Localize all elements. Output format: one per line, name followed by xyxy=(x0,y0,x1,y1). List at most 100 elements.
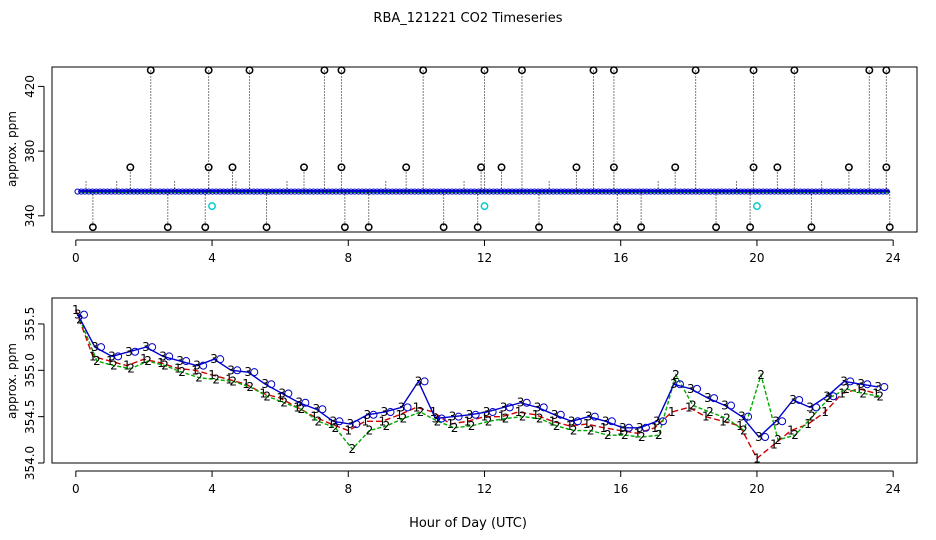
top-data-point xyxy=(111,188,119,195)
bottom-series-2-point: 2 xyxy=(332,421,340,435)
top-x-tick-label: 24 xyxy=(886,251,901,265)
top-data-point xyxy=(381,188,388,195)
bottom-series-3-point: 3 xyxy=(449,410,457,424)
top-data-point xyxy=(164,188,171,195)
bottom-series-3-point: 3 xyxy=(687,382,695,396)
bottom-series-1-point: 1 xyxy=(787,424,795,438)
top-y-tick-label: 380 xyxy=(23,140,37,163)
top-outlier-high-point xyxy=(518,66,526,75)
top-outlier-high-point xyxy=(790,66,799,75)
top-data-point xyxy=(160,188,167,195)
bottom-series-3-marker xyxy=(148,343,157,352)
top-data-point xyxy=(711,188,718,195)
bottom-series-2-point: 2 xyxy=(502,412,510,426)
bottom-series-3-marker xyxy=(97,343,106,352)
top-outlier-high-point xyxy=(146,66,155,75)
top-data-point xyxy=(280,188,287,195)
top-data-point xyxy=(434,188,441,195)
bottom-series-1-point: 1 xyxy=(396,408,404,422)
bottom-series-1-point: 1 xyxy=(872,386,880,400)
top-data-point xyxy=(220,188,227,195)
bottom-y-tick-label: 354.0 xyxy=(23,446,37,480)
top-data-point xyxy=(168,188,175,195)
top-data-point xyxy=(673,188,681,195)
bottom-series-3-point: 3 xyxy=(874,380,882,394)
top-data-point xyxy=(93,188,100,195)
top-x-tick-label: 8 xyxy=(344,251,352,265)
bottom-series-3-point: 3 xyxy=(210,352,218,366)
bottom-series-3-marker xyxy=(165,352,174,361)
bottom-series-2-point: 2 xyxy=(876,389,884,403)
top-data-point xyxy=(325,188,332,195)
bottom-series-3-marker xyxy=(318,405,327,414)
top-data-point xyxy=(632,188,639,195)
bottom-series-1-point: 1 xyxy=(174,361,182,375)
top-data-point xyxy=(602,188,609,195)
bottom-series-1-point: 1 xyxy=(413,400,421,414)
top-data-point xyxy=(846,188,853,195)
bottom-series-1-point: 1 xyxy=(327,417,335,431)
top-data-point xyxy=(625,188,632,195)
bottom-series-2-point: 2 xyxy=(774,433,782,447)
top-data-point xyxy=(486,188,493,195)
top-outlier-high-point xyxy=(691,66,700,75)
top-outlier-mid-point xyxy=(204,163,213,172)
bottom-series-1-point: 1 xyxy=(838,386,846,400)
bottom-series-3-marker xyxy=(590,412,599,421)
top-data-point xyxy=(89,188,96,195)
bottom-series-3-marker xyxy=(216,355,225,364)
bottom-series-2-point: 2 xyxy=(570,424,578,438)
bottom-panel: approx. ppm 0 4 8 12 16 20 24354.0354.5355.035… xyxy=(5,297,918,496)
top-data-point xyxy=(261,188,268,195)
top-data-point xyxy=(119,188,126,195)
bottom-series-1-point: 1 xyxy=(140,352,148,366)
bottom-series-3-point: 3 xyxy=(176,354,184,368)
bottom-series-3-point: 3 xyxy=(227,363,235,377)
bottom-series-3-point: 3 xyxy=(755,430,763,444)
bottom-series-1-point: 1 xyxy=(753,451,761,465)
top-data-point xyxy=(557,188,564,195)
top-data-point xyxy=(81,188,89,195)
bottom-series-3-point: 3 xyxy=(398,400,406,414)
bottom-y-tick-label: 355.0 xyxy=(23,353,37,387)
top-data-point xyxy=(141,188,149,195)
top-data-point xyxy=(606,188,613,195)
bottom-series-3-marker xyxy=(744,412,753,421)
top-outlier-low-point xyxy=(163,223,172,232)
bottom-series-3-point: 3 xyxy=(261,377,269,391)
top-data-point xyxy=(317,188,325,195)
bottom-series-3-marker xyxy=(863,380,872,389)
top-data-point xyxy=(104,188,111,195)
top-data-point xyxy=(291,188,298,195)
bottom-series-3-marker xyxy=(250,368,259,377)
top-outlier-mid-point xyxy=(402,163,411,172)
bottom-series-3-marker xyxy=(641,423,650,432)
top-data-point xyxy=(441,188,448,195)
bottom-series-2-point: 2 xyxy=(297,402,305,416)
top-data-point xyxy=(134,188,141,195)
bottom-series-1-point: 1 xyxy=(310,410,318,424)
bottom-series-1-point: 1 xyxy=(379,414,387,428)
bottom-series-1-point: 1 xyxy=(157,356,165,370)
bottom-series-2-point: 2 xyxy=(859,386,867,400)
top-data-point xyxy=(565,188,572,195)
bottom-series-3-marker xyxy=(778,417,787,426)
top-data-point xyxy=(876,188,883,195)
top-data-point xyxy=(535,188,542,195)
top-outlier-high-point xyxy=(865,66,874,75)
top-data-point xyxy=(276,188,283,195)
bottom-series-1-point: 1 xyxy=(719,414,727,428)
top-y-axis-label: approx. ppm xyxy=(5,111,19,187)
top-data-point xyxy=(838,188,845,195)
bottom-series-3-point: 3 xyxy=(347,417,355,431)
bottom-series-1-point: 1 xyxy=(106,354,114,368)
top-data-point xyxy=(819,188,827,195)
top-outlier-mid-point xyxy=(773,163,782,172)
top-data-point xyxy=(842,188,849,195)
bottom-series-3-point: 3 xyxy=(806,400,814,414)
top-outlier-mid-point xyxy=(300,163,308,172)
bottom-y-tick-label: 354.5 xyxy=(23,399,37,433)
top-data-point xyxy=(677,188,684,195)
bottom-series-2-point: 2 xyxy=(808,410,816,424)
top-data-point xyxy=(651,188,658,195)
